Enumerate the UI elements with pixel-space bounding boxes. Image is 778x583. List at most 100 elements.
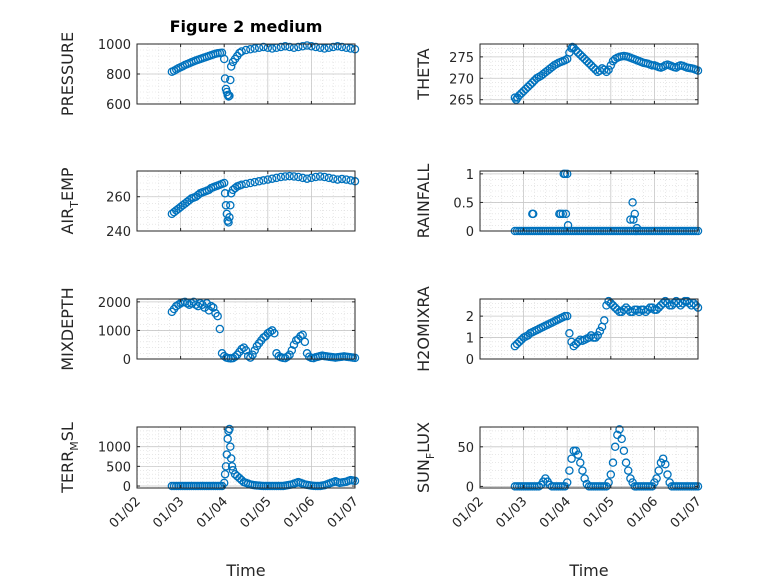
axes-box [136, 426, 356, 489]
data-point [606, 61, 616, 70]
y-axis-label-subscript: F [424, 453, 437, 459]
data-point [320, 172, 329, 182]
data-point [307, 173, 316, 183]
data-point [528, 78, 537, 87]
data-point [571, 46, 581, 55]
data-point [337, 42, 347, 52]
y-axis-label: RAINFALL [414, 164, 433, 239]
data-point [652, 474, 661, 483]
data-point [328, 42, 338, 52]
data-point [185, 300, 194, 309]
data-point [272, 173, 281, 183]
data-point [246, 178, 255, 188]
data-point [219, 54, 229, 64]
subplot-3: 240 260 AIRTEMP [58, 167, 360, 240]
data-point [283, 352, 292, 361]
y-tick-label: 0 [123, 480, 131, 495]
data-point [237, 475, 246, 485]
axes-box [136, 298, 356, 360]
data-point [661, 459, 670, 469]
data-point [280, 42, 290, 51]
y-axis-label-subscript: M [68, 441, 81, 451]
data-point [613, 305, 622, 314]
data-point [586, 331, 596, 340]
y-axis-label: SUNFLUX [414, 422, 437, 493]
data-point [267, 44, 277, 53]
data-point [259, 42, 268, 52]
data-point [250, 44, 259, 53]
x-tick-label: 01/07 [325, 494, 362, 531]
data-point [586, 61, 596, 70]
data-point [510, 341, 520, 351]
data-point [265, 327, 275, 337]
data-point [220, 74, 230, 83]
data-point [569, 341, 578, 351]
data-point [621, 458, 631, 467]
data-point [561, 209, 571, 219]
data-point [619, 446, 629, 456]
subplot-4: 0 0.5 1 RAINFALL [414, 164, 703, 240]
y-axis-label-rest: SL [58, 422, 77, 441]
data-point [311, 42, 321, 52]
data-point [285, 171, 294, 181]
data-point [571, 339, 581, 349]
data-point [230, 183, 240, 193]
data-point [593, 331, 602, 340]
y-tick-label: 800 [106, 68, 131, 83]
data-point [562, 169, 572, 179]
y-tick-label: 1 [466, 168, 474, 183]
axes-box [479, 170, 699, 232]
data-point [300, 337, 310, 347]
data-point [608, 301, 618, 310]
tick-marks [479, 171, 699, 232]
data-point [298, 42, 307, 51]
data-point [307, 42, 316, 51]
data-point [296, 331, 305, 341]
data-point [658, 454, 668, 463]
data-point [582, 56, 592, 66]
data-point [573, 450, 583, 459]
tick-marks [136, 299, 356, 360]
axes-box [479, 43, 699, 105]
data-point [521, 84, 531, 94]
data-point [195, 299, 205, 308]
y-tick-label: 265 [449, 94, 474, 109]
data-point [333, 42, 342, 51]
y-axis-label: TERRMSL [58, 422, 81, 494]
data-point [517, 89, 526, 98]
data-point [226, 62, 236, 71]
y-tick-label: 2000 [98, 296, 131, 311]
data-point [632, 305, 642, 314]
data-point [250, 177, 259, 187]
minor-grid [479, 171, 699, 232]
y-axis-label: THETA [414, 48, 433, 100]
data-point [652, 305, 661, 314]
series-markers [510, 425, 703, 491]
data-point [315, 172, 325, 181]
data-point [604, 296, 613, 306]
data-point [237, 180, 246, 189]
y-axis-label-rest: LUX [414, 422, 433, 453]
data-point [193, 190, 203, 200]
data-point [241, 346, 251, 355]
data-point [226, 454, 236, 463]
data-point [226, 75, 235, 85]
data-point [600, 316, 609, 325]
x-tick-label: 01/03 [493, 494, 530, 531]
data-point [237, 344, 246, 354]
data-point [565, 329, 574, 338]
data-point [226, 442, 235, 451]
data-point [221, 201, 231, 210]
y-tick-label: 260 [106, 191, 131, 206]
series-markers [167, 171, 360, 227]
data-point [227, 462, 237, 471]
data-point [661, 296, 670, 306]
data-point [676, 301, 685, 310]
data-point [604, 478, 613, 487]
y-axis-label-rest: EMP [58, 167, 77, 201]
data-point [647, 303, 657, 312]
data-point [528, 209, 538, 219]
y-axis-label: MIXDEPTH [58, 287, 77, 370]
data-point [302, 174, 312, 183]
y-axis-label: AIRTEMP [58, 167, 81, 234]
